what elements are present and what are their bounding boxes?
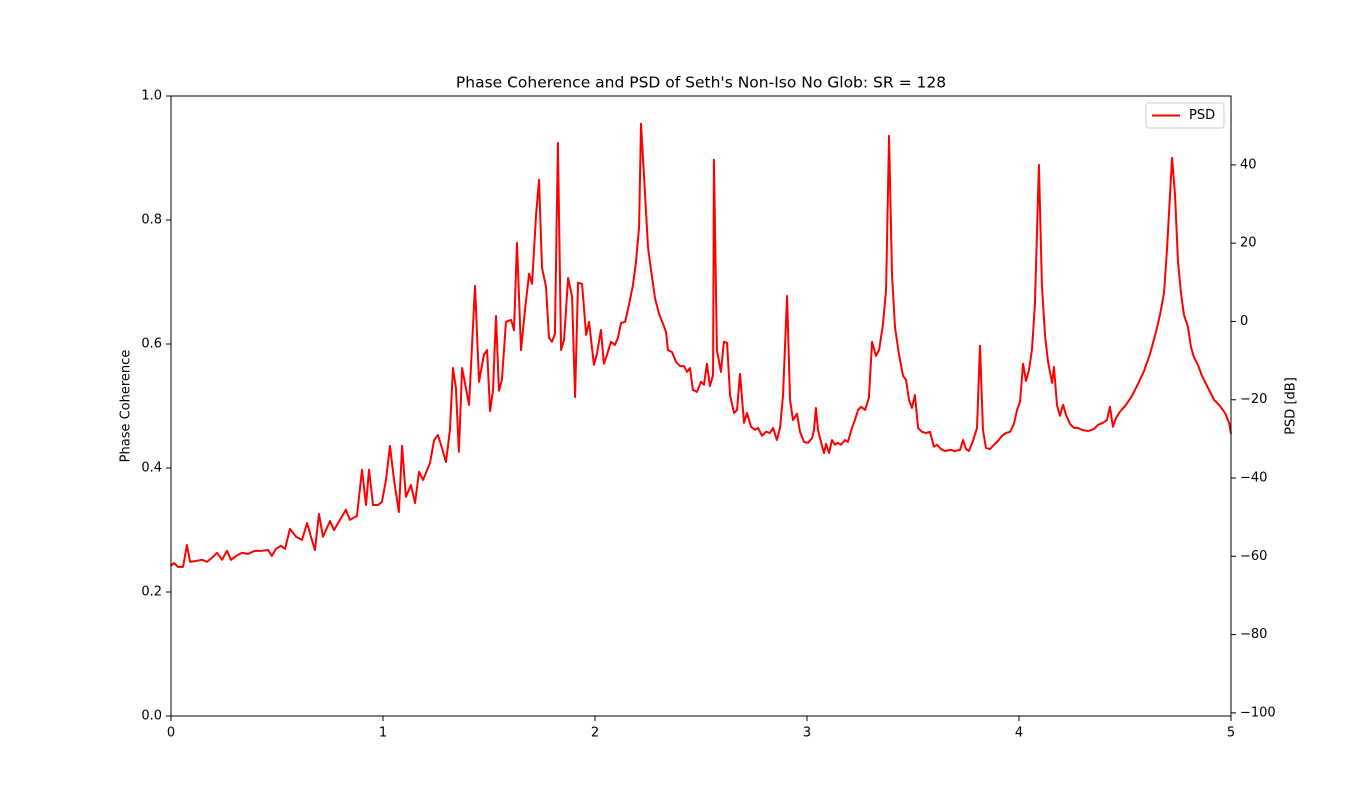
y2-tick-label: −20 <box>1240 392 1267 407</box>
y2-tick-label: −60 <box>1240 549 1267 564</box>
x-tick-label: 0 <box>167 726 175 741</box>
y-tick-label: 0.4 <box>141 461 162 476</box>
y2-tick-label: −40 <box>1240 471 1267 486</box>
y-tick-label: 0.8 <box>141 213 162 228</box>
y2-tick-label: 40 <box>1240 157 1257 172</box>
y2-tick-label: −100 <box>1240 705 1276 720</box>
x-tick-label: 3 <box>803 726 811 741</box>
y2-axis-label: PSD [dB] <box>1284 377 1299 435</box>
x-tick-label: 2 <box>591 726 599 741</box>
y2-tick-label: −80 <box>1240 627 1267 642</box>
x-tick-label: 5 <box>1227 726 1235 741</box>
y-tick-label: 0.2 <box>141 585 162 600</box>
y-tick-label: 1.0 <box>141 89 162 104</box>
psd-line <box>170 122 1232 568</box>
y-axis-label: Phase Coherence <box>119 350 134 463</box>
x-tick-label: 1 <box>379 726 387 741</box>
plot-frame <box>170 95 1232 717</box>
legend-box <box>1145 102 1225 129</box>
y2-tick-label: 0 <box>1240 314 1248 329</box>
y-tick-label: 0.0 <box>141 709 162 724</box>
chart-title: Phase Coherence and PSD of Seth's Non-Is… <box>456 74 946 92</box>
y2-tick-label: 20 <box>1240 236 1257 251</box>
x-tick-label: 4 <box>1015 726 1023 741</box>
legend-label: PSD <box>1189 108 1215 123</box>
y-tick-label: 0.6 <box>141 337 162 352</box>
